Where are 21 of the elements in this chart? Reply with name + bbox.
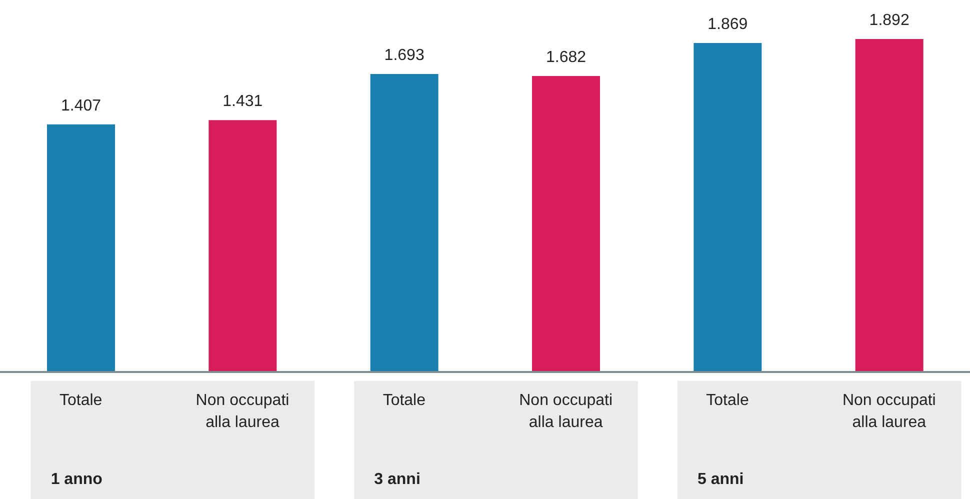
bar bbox=[370, 74, 438, 372]
x-tick-label: Totale bbox=[59, 392, 102, 409]
bar bbox=[208, 120, 277, 372]
x-tick-label: Totale bbox=[706, 392, 749, 409]
x-tick-label: Totale bbox=[382, 392, 426, 409]
data-label: 1.431 bbox=[222, 93, 263, 110]
data-label: 1.892 bbox=[869, 12, 910, 29]
bar bbox=[855, 38, 924, 372]
data-label: 1.869 bbox=[708, 16, 748, 34]
data-label: 1.693 bbox=[384, 47, 424, 64]
text: 3 anni bbox=[374, 471, 420, 488]
bar bbox=[47, 124, 115, 372]
text: 1 anno bbox=[50, 471, 103, 488]
data-label: 1.407 bbox=[60, 97, 102, 114]
bar bbox=[532, 76, 600, 372]
x-tick-label: Non occupati alla laurea bbox=[842, 392, 936, 431]
x-tick-label: Non occupati alla laurea bbox=[519, 392, 613, 431]
data-label: 1.682 bbox=[546, 48, 586, 66]
bar bbox=[694, 43, 762, 372]
text: 5 anni bbox=[698, 471, 744, 488]
x-tick-label: Non occupati alla laurea bbox=[196, 392, 290, 431]
